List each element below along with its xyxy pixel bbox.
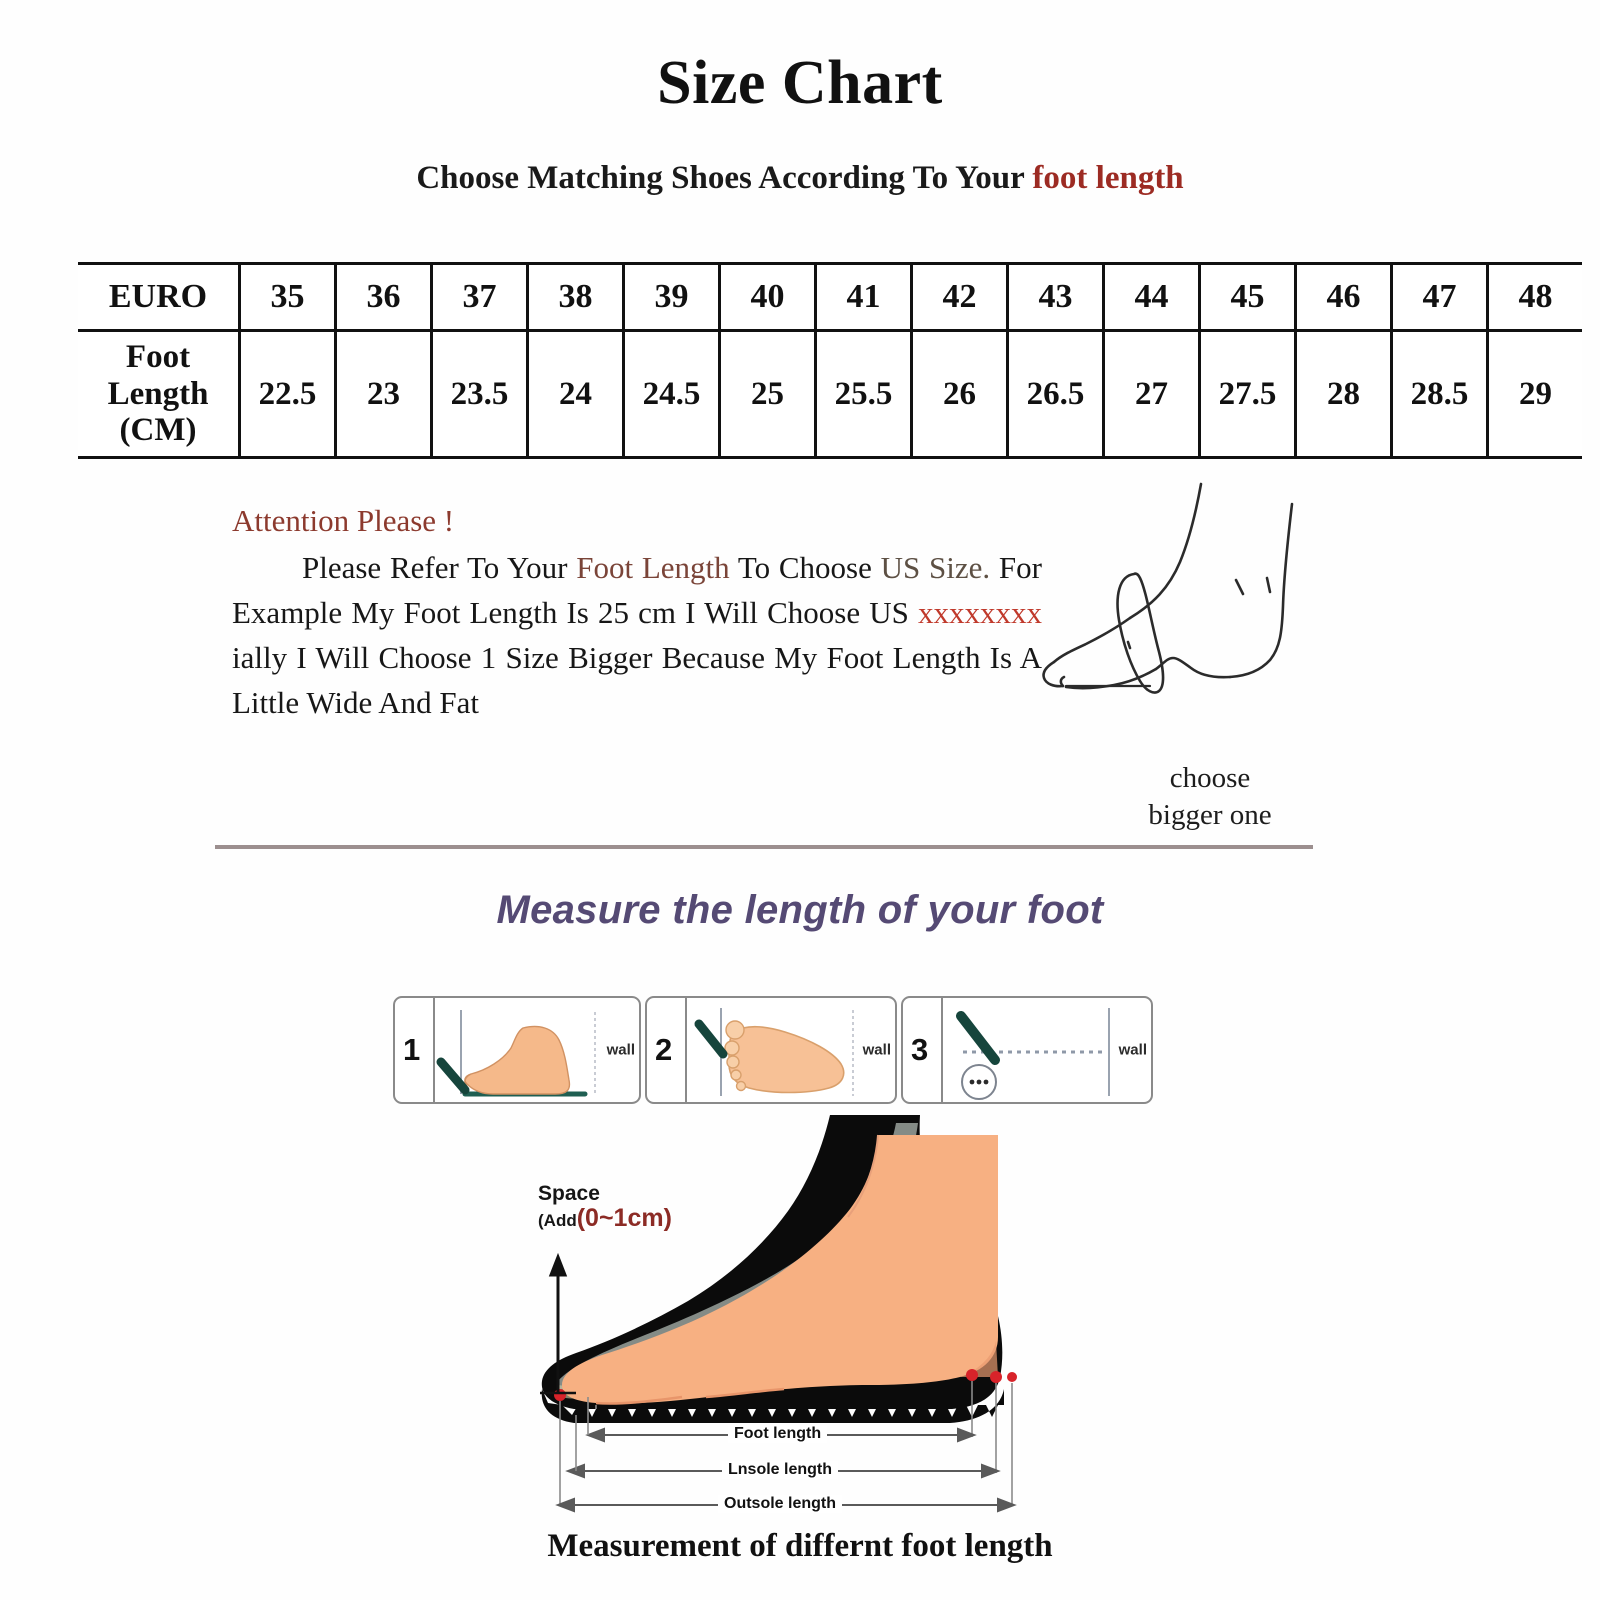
foot-length-cell: 26 bbox=[910, 329, 1009, 459]
foot-length-cell: 25 bbox=[718, 329, 817, 459]
size-table: EURO 35 36 37 38 39 40 41 42 43 44 45 46… bbox=[78, 262, 1582, 459]
wall-label: wall bbox=[1118, 1041, 1147, 1059]
step-divider-line bbox=[941, 998, 943, 1102]
euro-size-cell: 39 bbox=[622, 262, 721, 332]
euro-size-cell: 38 bbox=[526, 262, 625, 332]
foot-length-cell: 24 bbox=[526, 329, 625, 459]
measure-distance-svg bbox=[956, 1008, 1110, 1100]
foot-shoe-measure-svg bbox=[540, 1115, 1017, 1513]
step-divider-line bbox=[433, 998, 435, 1102]
step-3-illustration bbox=[943, 998, 1151, 1102]
attention-foot-length-emphasis: Foot Length bbox=[576, 550, 730, 585]
euro-size-cell: 37 bbox=[430, 262, 529, 332]
measure-steps-container: 1 wall 2 wall bbox=[393, 996, 1153, 1104]
attention-text-5: ially I Will Choose 1 Size bbox=[232, 640, 559, 675]
euro-size-cell: 45 bbox=[1198, 262, 1297, 332]
foot-length-cell: 23.5 bbox=[430, 329, 529, 459]
foot-length-cell: 24.5 bbox=[622, 329, 721, 459]
subtitle-plain-text: Choose Matching Shoes According To Your bbox=[416, 160, 1033, 196]
foot-side-view-sketch bbox=[1018, 478, 1358, 738]
dimension-label-outsole-length: Outsole length bbox=[718, 1495, 842, 1513]
foot-length-cell: 27.5 bbox=[1198, 329, 1297, 459]
page-subtitle: Choose Matching Shoes According To Your … bbox=[0, 160, 1600, 197]
space-measurement-label: Space (Add(0~1cm) bbox=[538, 1182, 672, 1233]
euro-size-cell: 43 bbox=[1006, 262, 1105, 332]
foot-length-cell: 25.5 bbox=[814, 329, 913, 459]
choose-bigger-line-1: choose bbox=[1169, 762, 1251, 794]
size-table-container: EURO 35 36 37 38 39 40 41 42 43 44 45 46… bbox=[78, 262, 1582, 459]
row-header-foot-length: Foot Length (CM) bbox=[78, 329, 241, 459]
table-row-euro: EURO 35 36 37 38 39 40 41 42 43 44 45 46… bbox=[78, 262, 1582, 332]
foot-length-cell: 22.5 bbox=[238, 329, 337, 459]
foot-length-cell: 26.5 bbox=[1006, 329, 1105, 459]
space-label-add-text: (Add bbox=[538, 1211, 577, 1231]
attention-redacted-size: xxxxxxxx bbox=[918, 595, 1042, 630]
euro-size-cell: 36 bbox=[334, 262, 433, 332]
euro-size-cell: 40 bbox=[718, 262, 817, 332]
attention-heading: Attention Please ! bbox=[232, 503, 455, 538]
euro-size-cell: 46 bbox=[1294, 262, 1393, 332]
foot-outline-svg bbox=[1042, 482, 1294, 694]
table-row-foot-length: Foot Length (CM) 22.5 23 23.5 24 24.5 25… bbox=[78, 329, 1582, 459]
foot-label-line-2: Length bbox=[107, 375, 209, 412]
foot-length-cell: 28 bbox=[1294, 329, 1393, 459]
wall-label: wall bbox=[862, 1041, 891, 1059]
step-number: 1 bbox=[403, 1032, 421, 1067]
euro-size-cell: 47 bbox=[1390, 262, 1489, 332]
attention-block: Attention Please ! Please Refer To Your … bbox=[232, 498, 1042, 725]
bottom-caption: Measurement of differnt foot length bbox=[547, 1528, 1053, 1564]
step-2-illustration bbox=[687, 998, 895, 1102]
section-divider bbox=[215, 845, 1313, 849]
foot-length-cell: 29 bbox=[1486, 329, 1582, 459]
space-label-text: Space bbox=[538, 1182, 600, 1205]
euro-size-cell: 44 bbox=[1102, 262, 1201, 332]
dimension-label-foot-length: Foot length bbox=[728, 1425, 828, 1443]
choose-bigger-caption: choose bigger one bbox=[1080, 760, 1340, 834]
attention-text-2: To Choose bbox=[729, 550, 872, 585]
attention-text-3: For Example My Foot Length Is 25 cm I bbox=[232, 550, 1042, 630]
row-header-euro: EURO bbox=[78, 262, 241, 332]
foot-length-cell: 27 bbox=[1102, 329, 1201, 459]
wall-label: wall bbox=[606, 1041, 635, 1059]
euro-size-cell: 42 bbox=[910, 262, 1009, 332]
foot-label-line-3: (CM) bbox=[119, 412, 197, 449]
attention-us-size-emphasis: US Size. bbox=[880, 550, 991, 585]
attention-text-4: Will Choose US bbox=[704, 595, 918, 630]
euro-size-cell: 41 bbox=[814, 262, 913, 332]
attention-text-6: Bigger Because My Foot Length Is A Littl… bbox=[232, 640, 1042, 720]
measure-step-2: 2 wall bbox=[645, 996, 897, 1104]
measure-step-3: 3 wall bbox=[901, 996, 1153, 1104]
attention-body: Please Refer To Your Foot Length To Choo… bbox=[232, 545, 1042, 725]
measure-step-1: 1 wall bbox=[393, 996, 641, 1104]
foot-against-wall-side-svg bbox=[436, 1010, 596, 1097]
attention-text-1: Please Refer To Your bbox=[302, 550, 577, 585]
step-1-illustration bbox=[435, 998, 639, 1102]
foot-in-shoe-diagram: Space (Add(0~1cm) Foot length Lnsole len… bbox=[500, 1105, 1100, 1525]
euro-size-cell: 48 bbox=[1486, 262, 1582, 332]
step-divider-line bbox=[685, 998, 687, 1102]
attention-text-7: And Fat bbox=[378, 685, 480, 720]
page-title: Size Chart bbox=[657, 49, 943, 117]
space-label-value: (0~1cm) bbox=[576, 1204, 672, 1233]
step-number: 3 bbox=[911, 1032, 929, 1067]
foot-label-line-1: Foot bbox=[125, 338, 191, 375]
step-number: 2 bbox=[655, 1032, 673, 1067]
foot-length-cell: 23 bbox=[334, 329, 433, 459]
foot-top-view-svg bbox=[694, 1008, 854, 1096]
subtitle-highlight-text: foot length bbox=[1032, 160, 1184, 196]
euro-size-cell: 35 bbox=[238, 262, 337, 332]
measure-section-heading: Measure the length of your foot bbox=[496, 888, 1104, 932]
foot-length-cell: 28.5 bbox=[1390, 329, 1489, 459]
choose-bigger-line-2: bigger one bbox=[1148, 799, 1272, 831]
dimension-label-insole-length: Lnsole length bbox=[722, 1461, 838, 1479]
